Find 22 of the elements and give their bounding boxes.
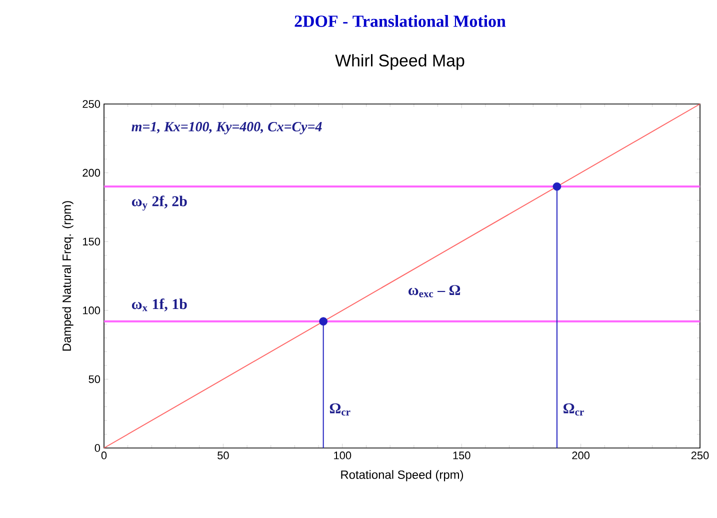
annotation: ω$_{exc}$ – Ω: [408, 285, 460, 298]
x-tick-label: 200: [572, 452, 590, 460]
x-tick-label: 250: [691, 452, 709, 460]
annotation: m=1, Kx=100, Ky=400, Cx=Cy=4: [132, 122, 322, 134]
x-tick-label: 0: [101, 452, 107, 460]
y-tick-label: 0: [94, 444, 100, 452]
chart-subtitle: Whirl Speed Map: [335, 54, 464, 70]
x-tick-label: 150: [453, 452, 470, 460]
y-tick-label: 250: [82, 100, 100, 108]
y-tick-label: 200: [82, 168, 100, 177]
y-axis-title: Damped Natural Freq. (rpm): [62, 201, 74, 351]
annotation: Ω$_{cr}$: [564, 403, 584, 416]
x-tick-label: 100: [334, 452, 352, 460]
chart-title: 2DOF - Translational Motion: [294, 15, 506, 27]
annotation: ω$_{y}$ 2f, 2b: [132, 196, 187, 211]
annotation: ω$_{x}$ 1f, 1b: [132, 298, 187, 312]
x-axis-title: Rotational Speed (rpm): [341, 470, 464, 482]
x-tick-label: 50: [218, 452, 229, 460]
y-tick-label: 100: [83, 306, 100, 314]
annotation: Ω$_{cr}$: [330, 403, 350, 416]
y-tick-label: 50: [88, 375, 100, 384]
y-tick-label: 150: [83, 238, 100, 246]
